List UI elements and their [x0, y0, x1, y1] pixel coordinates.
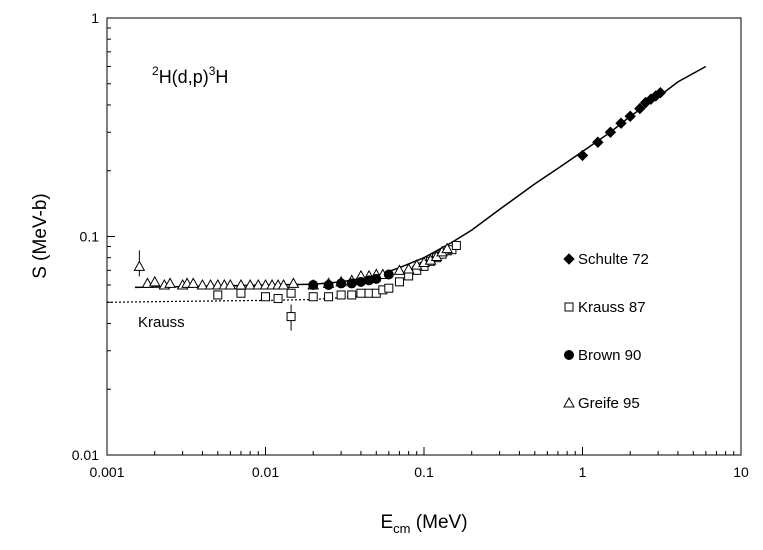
x-tick-label: 0.01: [252, 464, 279, 480]
legend-item: Schulte 72: [563, 251, 649, 268]
x-tick-label: 1: [579, 464, 587, 480]
data-point: [224, 278, 237, 290]
y-axis-label: S (MeV-b): [30, 193, 51, 279]
data-point: [441, 242, 454, 254]
data-point: [273, 294, 283, 304]
legend-item: Brown 90: [564, 347, 641, 364]
minor-ticks: [107, 27, 735, 455]
legend-marker: [564, 302, 574, 312]
data-point: [384, 283, 394, 293]
data-point: [164, 277, 176, 288]
data-point: [451, 240, 461, 250]
x-tick-label: 10: [733, 464, 749, 480]
y-tick-labels: 0.01 0.1 1: [72, 10, 99, 463]
data-point: [592, 136, 604, 148]
data-point: [383, 269, 394, 280]
legend-item: Greife 95: [563, 395, 640, 412]
data-point: [393, 264, 406, 275]
krauss-annotation: Krauss: [138, 314, 185, 331]
legend-item: Krauss 87: [564, 299, 646, 316]
reaction-sup-b: 3: [209, 64, 216, 78]
x-tick-label: 0.1: [414, 464, 434, 480]
data-point: [308, 292, 318, 302]
reaction-label: 2H(d,p)3H: [152, 64, 228, 87]
data-point: [323, 279, 334, 290]
data-point: [235, 278, 247, 290]
data-point: [624, 110, 636, 122]
data-point: [634, 102, 646, 115]
data-point: [148, 275, 161, 287]
data-point: [402, 262, 415, 274]
legend-label: Schulte 72: [578, 251, 649, 268]
data-point: [213, 290, 223, 300]
y-tick-label: 0.1: [80, 229, 100, 245]
x-tick-labels: 0.001 0.01 0.1 1 10: [89, 464, 749, 480]
data-point: [324, 292, 334, 302]
x-axis-label: Ecm (MeV): [380, 512, 467, 536]
legend-marker: [563, 253, 575, 265]
data-point: [236, 288, 246, 298]
data-point: [287, 277, 300, 288]
series-schulte-72: [576, 87, 667, 162]
legend-marker: [564, 350, 574, 360]
legend-label: Greife 95: [578, 395, 640, 412]
data-point: [654, 87, 667, 99]
data-point: [196, 278, 209, 290]
y-tick-label: 1: [91, 10, 99, 26]
data-point: [204, 278, 217, 290]
data-point: [394, 277, 404, 287]
y-tick-label: 0.01: [72, 447, 99, 463]
data-point: [244, 278, 256, 290]
data-point: [576, 149, 589, 162]
series-brown-90: [308, 269, 394, 290]
data-point: [286, 288, 296, 298]
legend: Schulte 72 Krauss 87 Brown 90 Greife 95: [563, 251, 649, 412]
x-axis-label-unit: (MeV): [411, 512, 468, 533]
legend-label: Krauss 87: [578, 299, 646, 316]
data-point: [356, 288, 366, 298]
data-point: [187, 277, 200, 288]
data-point: [347, 290, 357, 300]
data-point: [346, 278, 357, 289]
data-points: [133, 87, 667, 331]
krauss-curve: [106, 290, 389, 303]
data-point: [261, 292, 270, 302]
legend-label: Brown 90: [578, 347, 641, 364]
x-axis-label-sub: cm: [393, 521, 410, 536]
data-point: [277, 278, 290, 290]
data-point: [308, 279, 319, 290]
data-point: [371, 273, 382, 284]
data-point: [252, 278, 265, 290]
major-ticks: [106, 17, 742, 456]
data-point: [336, 290, 346, 300]
data-point: [286, 312, 296, 322]
reaction-main-b: H: [215, 67, 228, 87]
data-point: [604, 126, 617, 138]
data-point: [133, 260, 146, 271]
reaction-sup-a: 2: [152, 64, 159, 78]
x-axis-label-main: E: [380, 512, 393, 533]
data-point: [355, 276, 366, 287]
legend-marker: [563, 396, 575, 408]
data-point: [336, 278, 347, 289]
reaction-main-a: H(d,p): [159, 67, 209, 87]
x-tick-label: 0.001: [89, 464, 124, 480]
data-point: [615, 117, 627, 129]
